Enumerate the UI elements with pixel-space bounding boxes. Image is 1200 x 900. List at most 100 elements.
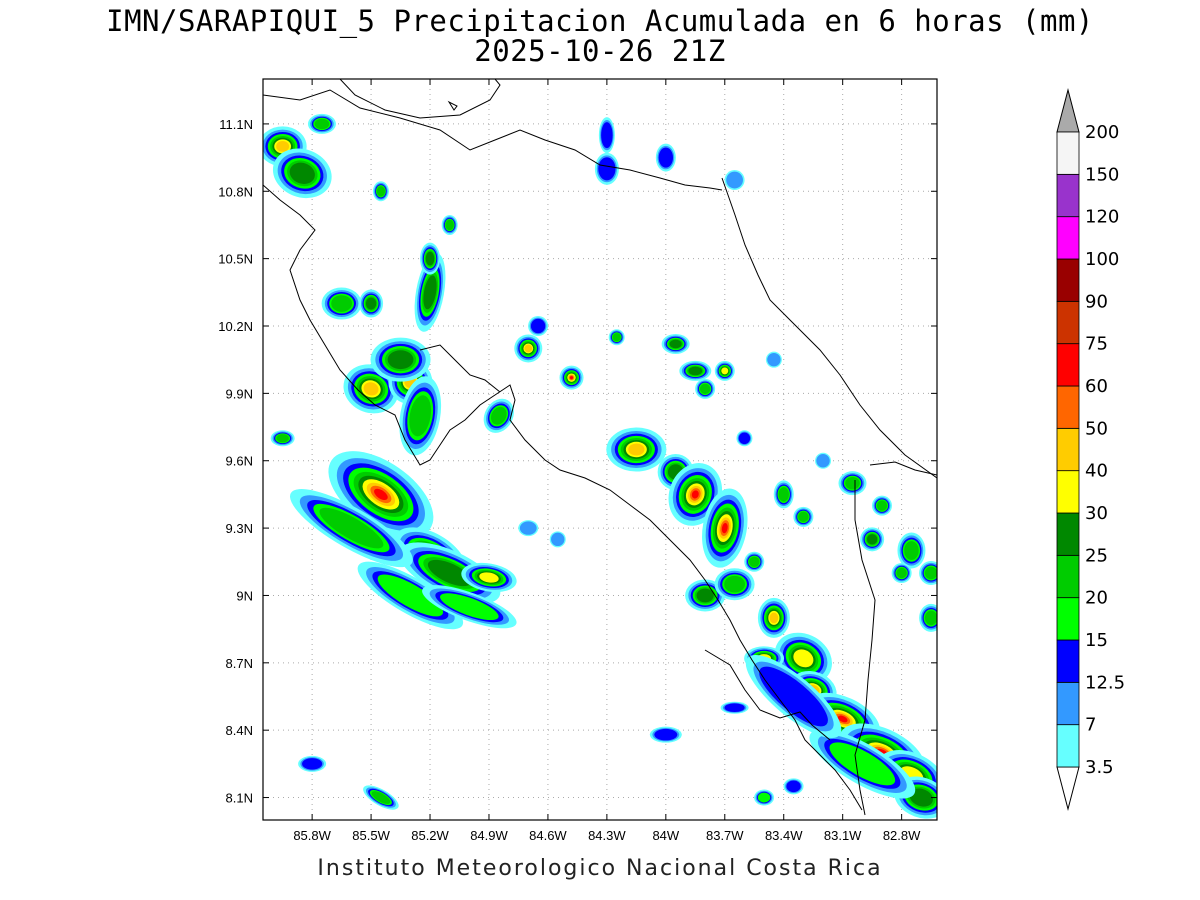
colorbar-segment <box>1056 173 1080 218</box>
lat-tick-label: 9.9N <box>226 386 253 401</box>
precip-contour <box>793 649 814 668</box>
precip-contour <box>769 612 779 624</box>
precip-contour <box>688 366 703 376</box>
precip-contour <box>669 339 682 349</box>
osa-peninsula <box>704 649 831 741</box>
lon-tick-label: 82.8W <box>883 828 921 843</box>
precip-contour <box>427 559 472 587</box>
precip-contour <box>601 122 613 149</box>
panama-border <box>854 461 937 816</box>
precip-contour <box>816 454 830 468</box>
lon-tick-label: 83.7W <box>706 828 744 843</box>
precip-contour <box>612 333 621 342</box>
coastlines-borders <box>263 79 937 816</box>
lat-tick-label: 10.8N <box>218 184 253 199</box>
precip-contour <box>598 157 616 181</box>
colorbar-segment <box>1056 300 1080 345</box>
precip-contour <box>721 522 728 534</box>
precip-contour <box>377 574 444 617</box>
lat-tick-label: 8.1N <box>226 791 253 806</box>
colorbar-segment <box>1056 724 1080 768</box>
precip-contour <box>387 350 414 370</box>
precip-contour <box>778 487 789 502</box>
precip-contour <box>319 507 384 549</box>
pacific-coast-nicoya <box>263 184 863 811</box>
precip-contour <box>654 728 678 741</box>
longitude-ticks: 85.8W 85.5W 85.2W 84.9W 84.6W 84.3W 84W 83.7W 83… <box>293 79 921 843</box>
colorbar-segment <box>1056 343 1080 387</box>
lat-tick-label: 9.6N <box>226 454 253 469</box>
precip-contour <box>767 352 781 367</box>
precip-contour <box>726 171 744 189</box>
lon-tick-label: 84W <box>652 828 679 843</box>
precip-contour <box>479 572 499 583</box>
precip-contour <box>440 593 499 621</box>
colorbar-label: 7 <box>1085 715 1096 736</box>
lat-tick-label: 11.1N <box>219 117 253 132</box>
precip-contour <box>798 511 809 523</box>
precip-contour <box>924 566 937 580</box>
lon-tick-label: 85.2W <box>411 828 449 843</box>
lon-tick-label: 85.5W <box>352 828 390 843</box>
precip-contour <box>721 367 729 375</box>
colorbar-segment <box>1056 470 1080 514</box>
map-title: IMN/SARAPIQUI_5 Precipitacion Acumulada … <box>106 4 1094 38</box>
precip-contour <box>276 434 289 443</box>
precip-contour <box>445 219 454 231</box>
colorbar-label: 15 <box>1085 630 1108 651</box>
precip-contour <box>331 295 353 312</box>
colorbar-label: 3.5 <box>1085 757 1114 778</box>
colorbar-label: 100 <box>1085 249 1119 270</box>
lat-tick-label: 9.3N <box>226 521 253 536</box>
precip-contour <box>425 251 435 266</box>
footer-credit: Instituto Meteorologico Nacional Costa R… <box>317 856 883 881</box>
precip-contour <box>524 344 533 353</box>
map-timestamp: 2025-10-26 21Z <box>474 34 726 68</box>
lake-nicaragua-shore <box>339 79 501 119</box>
latitude-ticks: 11.1N 10.8N 10.5N 10.2N 9.9N 9.6N 9.3N 9N 8.7N 8.… <box>218 117 937 806</box>
colorbar-segment <box>1056 597 1080 641</box>
precip-contour <box>289 162 315 184</box>
precip-contour <box>376 186 386 197</box>
caribbean-coast <box>721 177 937 479</box>
colorbar-segment <box>1056 512 1080 556</box>
precip-contour <box>909 788 933 807</box>
lat-tick-label: 10.2N <box>218 319 253 334</box>
precip-contour <box>551 532 565 547</box>
colorbar-label: 30 <box>1085 503 1108 524</box>
nicaragua-border <box>263 89 723 191</box>
colorbar-segment <box>1056 681 1080 726</box>
colorbar-label: 50 <box>1085 418 1108 439</box>
colorbar-lower-arrow <box>1056 766 1080 811</box>
precip-contour <box>786 780 801 793</box>
lon-tick-label: 84.3W <box>588 828 626 843</box>
precip-contour <box>530 318 546 334</box>
colorbar-label: 40 <box>1085 461 1108 482</box>
lat-tick-label: 10.5N <box>218 252 253 267</box>
colorbar-segment <box>1056 216 1080 260</box>
colorbar-legend: 3.5 7 12.5 15 20 25 30 40 50 60 75 90 100 120 150 200 <box>1056 88 1125 811</box>
precip-contour <box>924 610 937 626</box>
precip-contour <box>371 791 391 804</box>
precip-contour <box>759 666 828 727</box>
precip-contour <box>699 383 711 395</box>
lon-tick-label: 84.6W <box>529 828 567 843</box>
precip-contour <box>519 521 537 535</box>
precip-contour <box>658 147 674 168</box>
precip-contour <box>724 575 746 593</box>
precip-contour <box>569 376 574 380</box>
precip-contour <box>628 443 645 456</box>
precip-contour <box>696 588 714 603</box>
precip-contour <box>724 703 745 713</box>
colorbar-segment <box>1056 554 1080 599</box>
colorbar-label: 20 <box>1085 588 1108 609</box>
precip-contour <box>365 297 377 310</box>
precip-contour <box>314 118 330 130</box>
map-frame <box>262 78 938 821</box>
colorbar-segment <box>1056 131 1080 175</box>
precip-contour <box>896 567 907 579</box>
colorbar-label: 75 <box>1085 334 1108 355</box>
colorbar-segment <box>1056 385 1080 429</box>
lon-tick-label: 83.4W <box>765 828 803 843</box>
precip-contour <box>409 395 432 437</box>
